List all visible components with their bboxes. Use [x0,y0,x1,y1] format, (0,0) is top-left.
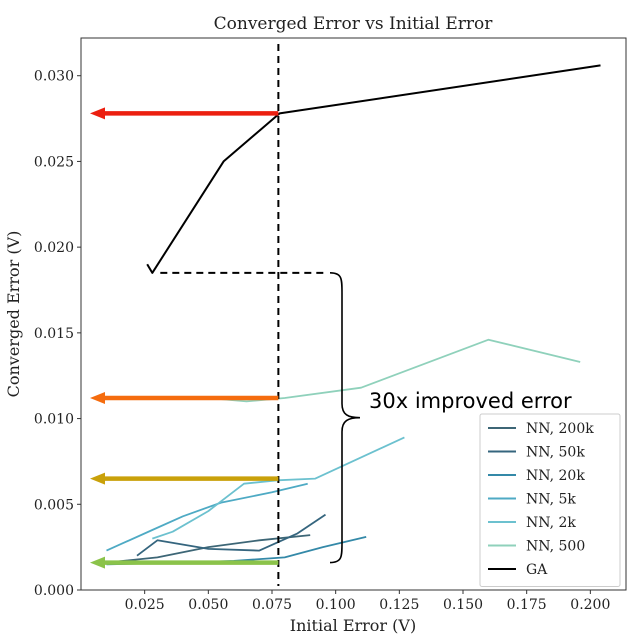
legend-label: GA [526,562,548,578]
annotation-text: 30x improved error [369,389,572,413]
x-tick-label: 0.050 [188,597,228,613]
legend-box [479,413,621,587]
arrow-head [90,392,105,404]
axis-ticks: 0.025 0.050 0.075 0.100 0.125 0.150 0.175 0.200… [34,69,610,613]
y-tick-label: 0.020 [34,240,74,256]
legend-label: NN, 50k [526,445,585,461]
arrow-head [90,107,105,120]
legend-label: NN, 200k [526,421,594,437]
legend: NN, 200k NN, 50k NN, 20k NN, 5k NN, 2k NN, 50… [479,413,621,587]
series-line-ga [146,64,601,274]
arrow-head [90,556,105,569]
series-line-nn-50k [136,513,327,557]
y-tick-label: 0.000 [34,583,74,599]
x-axis-label: Initial Error (V) [290,616,416,635]
x-tick-label: 0.025 [125,597,165,613]
x-tick-label: 0.175 [507,597,547,613]
legend-label: NN, 5k [526,492,576,508]
curly-bracket [329,272,361,564]
series-line-nn-500 [208,338,581,403]
x-tick-label: 0.125 [379,597,419,613]
series-line-nn-2k [152,436,405,540]
series-line-nn-200k [106,534,311,564]
legend-label: NN, 20k [526,468,585,484]
series-line-nn-5k [106,482,308,552]
y-tick-label: 0.025 [34,154,74,170]
y-tick-label: 0.015 [34,326,74,342]
x-tick-label: 0.100 [316,597,356,613]
chart-title: Converged Error vs Initial Error [214,14,494,34]
legend-label: NN, 500 [526,539,585,555]
x-tick-label: 0.075 [252,597,292,613]
arrow-head [90,472,105,485]
x-tick-label: 0.150 [443,597,483,613]
y-axis-label: Converged Error (V) [4,231,23,398]
y-tick-label: 0.010 [34,412,74,428]
y-tick-label: 0.005 [34,497,74,513]
annotations [90,44,361,586]
legend-label: NN, 2k [526,515,576,531]
y-tick-label: 0.030 [34,69,74,85]
x-tick-label: 0.200 [570,597,610,613]
